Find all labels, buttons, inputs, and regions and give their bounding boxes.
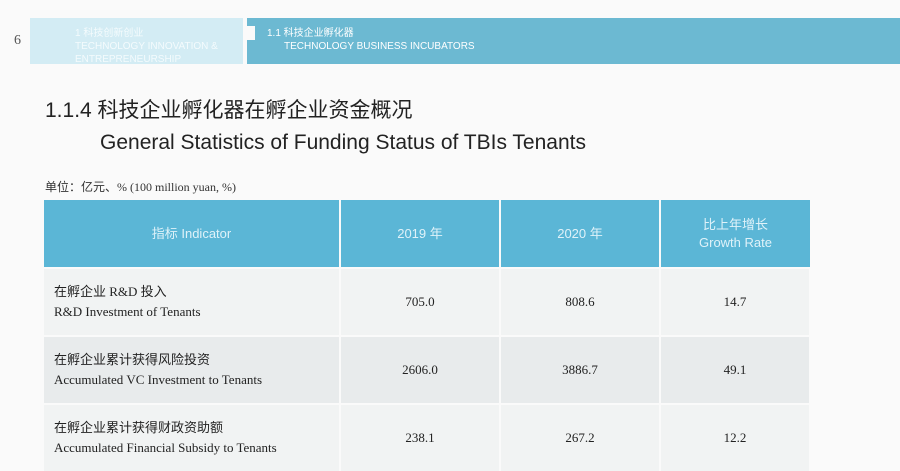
banner-notch (247, 26, 255, 40)
table-row: 在孵企业 R&D 投入 R&D Investment of Tenants 705… (44, 267, 811, 336)
title-cn: 1.1.4 科技企业孵化器在孵企业资金概况 (45, 99, 413, 122)
header-2020: 2020 年 (500, 200, 661, 268)
value-2019: 2606.0 (340, 335, 501, 404)
section-title-en: TECHNOLOGY BUSINESS INCUBATORS (284, 41, 475, 52)
indicator-en: R&D Investment of Tenants (54, 304, 201, 319)
header-2019: 2019 年 (340, 200, 501, 268)
indicator-en: Accumulated VC Investment to Tenants (54, 372, 263, 387)
indicator-cn: 在孵企业累计获得财政资助额 (54, 420, 224, 435)
page-title: 1.1.4 科技企业孵化器在孵企业资金概况 General Statistics… (45, 95, 586, 159)
table-row: 在孵企业累计获得财政资助额 Accumulated Financial Subsi… (44, 403, 811, 471)
page-number: 6 (14, 33, 21, 48)
indicator-cell: 在孵企业累计获得财政资助额 Accumulated Financial Subsi… (44, 403, 341, 471)
value-2020: 808.6 (500, 267, 661, 336)
value-growth: 12.2 (660, 403, 811, 471)
indicator-cell: 在孵企业累计获得风险投资 Accumulated VC Investment to… (44, 335, 341, 404)
chapter-title-en: TECHNOLOGY INNOVATION & ENTREPRENEURSHIP (75, 41, 218, 65)
section-banner: 1.1 科技企业孵化器 TECHNOLOGY BUSINESS INCUBATO… (247, 18, 900, 64)
value-2019: 238.1 (340, 403, 501, 471)
value-2019: 705.0 (340, 267, 501, 336)
chapter-banner: 1 科技创新创业 TECHNOLOGY INNOVATION & ENTREPR… (30, 18, 243, 65)
chapter-title-cn: 1 科技创新创业 (75, 28, 144, 39)
value-2020: 267.2 (500, 403, 661, 471)
growth-cn: 比上年增长 (702, 216, 768, 232)
value-growth: 14.7 (660, 267, 811, 336)
section-title-cn: 1.1 科技企业孵化器 (267, 28, 354, 39)
indicator-en: Accumulated Financial Subsidy to Tenants (54, 440, 277, 455)
value-growth: 49.1 (660, 335, 811, 404)
growth-en: Growth Rate (699, 234, 772, 250)
table-header: 指标 Indicator 2019 年 2020 年 比上年增长 Growth R… (44, 200, 810, 268)
unit-label: 单位：亿元、% (100 million yuan, %) (45, 180, 236, 194)
indicator-cell: 在孵企业 R&D 投入 R&D Investment of Tenants (44, 267, 341, 336)
value-2020: 3886.7 (500, 335, 661, 404)
indicator-cn: 在孵企业 R&D 投入 (54, 284, 167, 299)
header-indicator: 指标 Indicator (44, 200, 341, 268)
title-en: General Statistics of Funding Status of … (100, 131, 586, 154)
header-growth: 比上年增长 Growth Rate (660, 200, 810, 268)
indicator-cn: 在孵企业累计获得风险投资 (54, 352, 211, 367)
table-row: 在孵企业累计获得风险投资 Accumulated VC Investment to… (44, 335, 811, 404)
funding-table: 指标 Indicator 2019 年 2020 年 比上年增长 Growth R… (44, 200, 811, 471)
